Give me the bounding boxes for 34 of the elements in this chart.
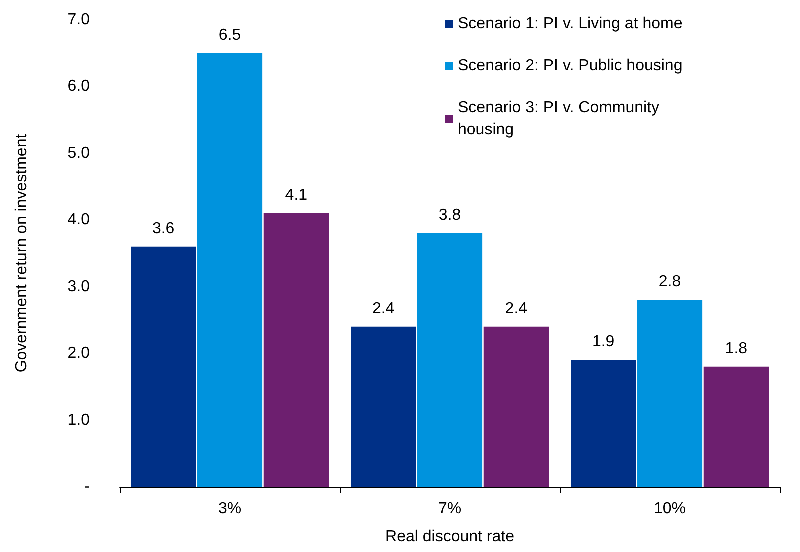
y-tick-label: 7.0 (68, 12, 90, 28)
x-axis-title: Real discount rate (386, 528, 515, 546)
y-tick-label: 1.0 (68, 412, 90, 429)
y-tick-label: 2.0 (68, 345, 90, 362)
x-tick-label: 3% (218, 500, 242, 518)
legend-label: Scenario 1: PI v. Living at home (458, 16, 683, 32)
data-label: 2.8 (658, 274, 682, 291)
data-label: 1.9 (592, 334, 615, 351)
bar (571, 360, 636, 487)
data-label: 3.6 (152, 220, 175, 238)
data-label: 1.8 (725, 340, 748, 358)
bar (484, 326, 549, 487)
bar (197, 53, 263, 487)
legend-label: Scenario 2: PI v. Public housing (458, 58, 683, 74)
bar (264, 213, 329, 487)
bar (637, 300, 703, 487)
data-label: 2.4 (505, 300, 528, 318)
bar (351, 326, 416, 487)
x-tick-label: 10% (654, 500, 686, 518)
y-tick-label: 4.0 (68, 212, 90, 229)
data-label: 6.5 (218, 26, 242, 44)
data-label: 3.8 (438, 206, 462, 224)
data-label: 2.4 (372, 300, 395, 318)
data-label: 4.1 (285, 186, 308, 204)
y-tick-label: 5.0 (68, 144, 90, 162)
bar (704, 366, 769, 487)
bar (417, 233, 483, 487)
x-tick-label: 7% (438, 500, 462, 518)
legend-label: Scenario 3: PI v. Community housing (458, 100, 664, 138)
y-tick-label: - (84, 478, 90, 496)
y-axis-title: Government return on investment (14, 134, 30, 373)
bar (131, 246, 196, 487)
y-tick-label: 6.0 (68, 78, 90, 96)
y-tick-label: 3.0 (68, 278, 90, 296)
